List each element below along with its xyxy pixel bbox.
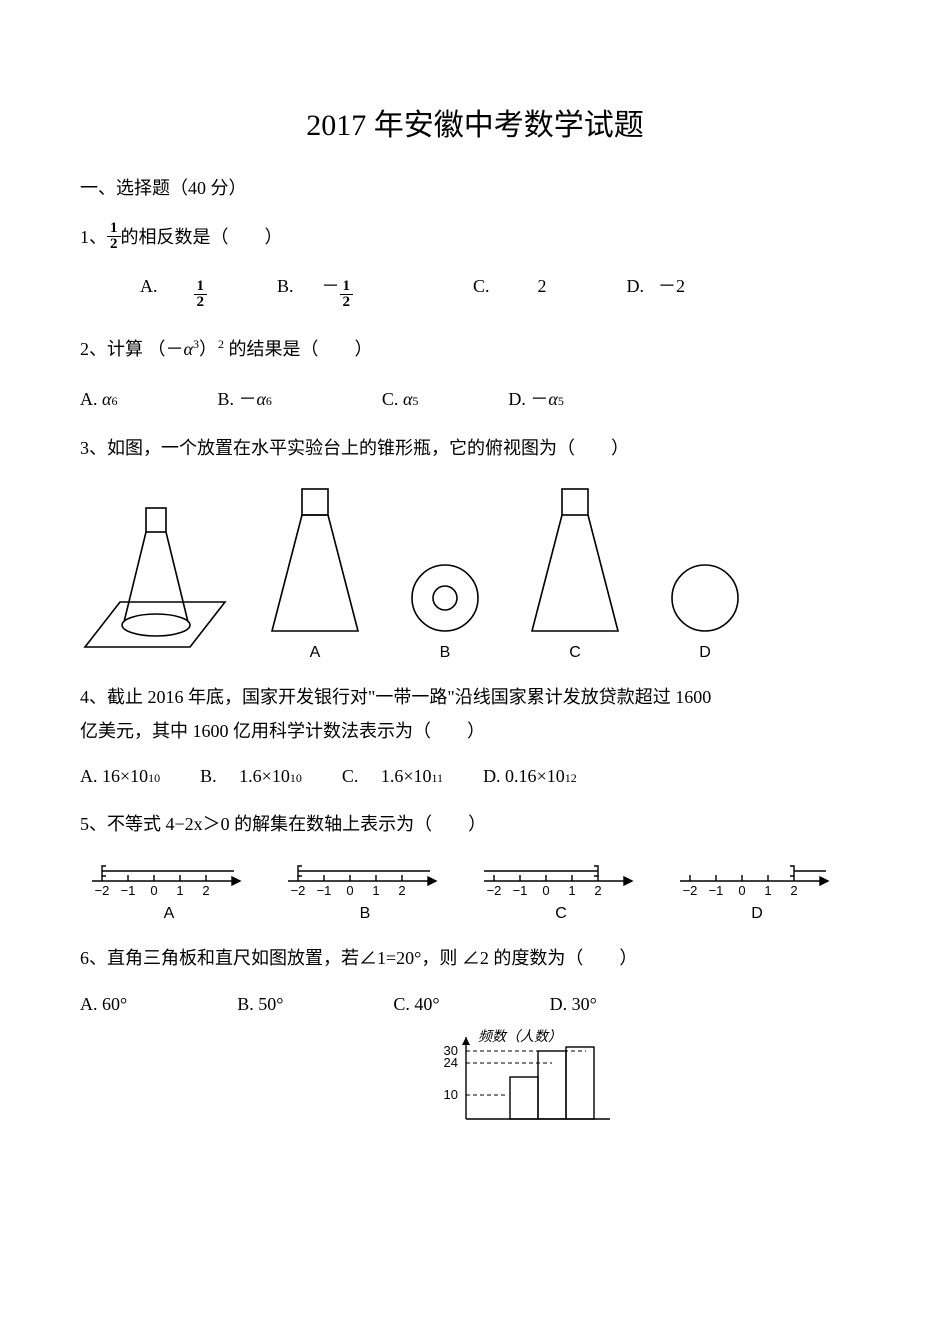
q5-figures: −2−1012 A −2−1012 B −2−1012 C −2−1012 D (80, 859, 870, 923)
svg-text:1: 1 (372, 883, 379, 898)
svg-text:10: 10 (444, 1087, 458, 1102)
svg-text:−2: −2 (95, 883, 110, 898)
svg-text:0: 0 (346, 883, 353, 898)
q3-opt-c: C (520, 483, 630, 662)
svg-text:30: 30 (444, 1043, 458, 1058)
svg-text:0: 0 (150, 883, 157, 898)
q4-opt-b: B. 1.6×1010 (200, 766, 302, 787)
svg-text:−2: −2 (291, 883, 306, 898)
q1-frac: 12 (107, 221, 121, 252)
q2-opt-b: B. －α6 (217, 385, 271, 411)
q5-opt-d: −2−1012 D (672, 859, 842, 923)
svg-text:2: 2 (202, 883, 209, 898)
svg-text:1: 1 (568, 883, 575, 898)
q3-flask (80, 492, 230, 662)
q4-opt-a: A. 16×1010 (80, 766, 160, 787)
histogram-icon: 频数（人数）102430 (410, 1029, 640, 1125)
q1-suffix: 的相反数是（ ） (121, 227, 283, 247)
q1-opt-c: C. 2 (473, 276, 547, 297)
q2-opt-c: C. α5 (382, 389, 418, 410)
q6-opt-d: D. 30° (550, 994, 597, 1015)
svg-text:2: 2 (790, 883, 797, 898)
numberline-a-icon: −2 −1 0 1 2 (84, 859, 254, 903)
flask-icon (80, 492, 230, 662)
svg-text:2: 2 (398, 883, 405, 898)
svg-text:−2: −2 (487, 883, 502, 898)
numberline-c-icon: −2 −1 0 1 2 (476, 859, 646, 903)
numberline-b-icon: −2 −1 0 1 2 (280, 859, 450, 903)
question-5: 5、不等式 4−2x＞0 的解集在数轴上表示为（ ） (80, 807, 870, 841)
q5-opt-c: −2−1012 C (476, 859, 646, 923)
exam-page: 2017 年安徽中考数学试题 一、选择题（40 分） 1、12的相反数是（ ） … (0, 0, 950, 1125)
svg-text:2: 2 (594, 883, 601, 898)
svg-text:−1: −1 (709, 883, 724, 898)
q6-opt-c: C. 40° (393, 994, 439, 1015)
q4-opt-c: C. 1.6×1011 (342, 766, 443, 787)
q2-options: A. α6 B. －α6 C. α5 D. －α5 (80, 385, 870, 411)
svg-text:−2: −2 (683, 883, 698, 898)
histogram-partial: 频数（人数）102430 (410, 1029, 870, 1125)
question-4: 4、截止 2016 年底，国家开发银行对"一带一路"沿线国家累计发放贷款超过 1… (80, 680, 870, 748)
q3-opt-b: B (400, 483, 490, 662)
q1-opt-d: D. －2 (627, 272, 686, 298)
q3-opt-d: D (660, 483, 750, 662)
svg-text:−1: −1 (121, 883, 136, 898)
svg-text:0: 0 (738, 883, 745, 898)
svg-text:−1: −1 (317, 883, 332, 898)
svg-text:−1: −1 (513, 883, 528, 898)
q2-opt-d: D. －α5 (508, 385, 563, 411)
question-2: 2、计算 （－α3）2 的结果是（ ） (80, 332, 870, 366)
question-1: 1、12的相反数是（ ） (80, 220, 870, 254)
trapezoid2-icon (520, 483, 630, 638)
q4-opt-d: D. 0.16×1012 (483, 766, 577, 787)
q6-opt-b: B. 50° (237, 994, 283, 1015)
q5-opt-a: −2−1012 A (84, 859, 254, 923)
trapezoid-icon (260, 483, 370, 638)
q1-opt-a: A. 12 (140, 276, 207, 312)
q3-opt-a: A (260, 483, 370, 662)
q6-opt-a: A. 60° (80, 994, 127, 1015)
q1-options: A. 12 B. － 12 C. 2 D. －2 (80, 272, 870, 312)
concentric-icon (400, 483, 490, 638)
q2-opt-a: A. α6 (80, 389, 117, 410)
page-title: 2017 年安徽中考数学试题 (80, 100, 870, 144)
q6-options: A. 60° B. 50° C. 40° D. 30° (80, 994, 870, 1015)
q3-figures: A B C (80, 483, 870, 662)
svg-text:1: 1 (764, 883, 771, 898)
question-6: 6、直角三角板和直尺如图放置，若∠1=20°，则 ∠2 的度数为（ ） (80, 941, 870, 975)
q5-opt-b: −2−1012 B (280, 859, 450, 923)
q1-prefix: 1、 (80, 227, 107, 247)
question-3: 3、如图，一个放置在水平实验台上的锥形瓶，它的俯视图为（ ） (80, 431, 870, 465)
svg-text:1: 1 (176, 883, 183, 898)
q4-options: A. 16×1010 B. 1.6×1010 C. 1.6×1011 D. 0.… (80, 766, 870, 787)
numberline-d-icon: −2 −1 0 1 2 (672, 859, 842, 903)
q1-opt-b: B. － 12 (277, 272, 353, 312)
svg-text:频数（人数）: 频数（人数） (478, 1029, 562, 1045)
section-header: 一、选择题（40 分） (80, 174, 870, 200)
circle-icon (660, 483, 750, 638)
svg-text:0: 0 (542, 883, 549, 898)
